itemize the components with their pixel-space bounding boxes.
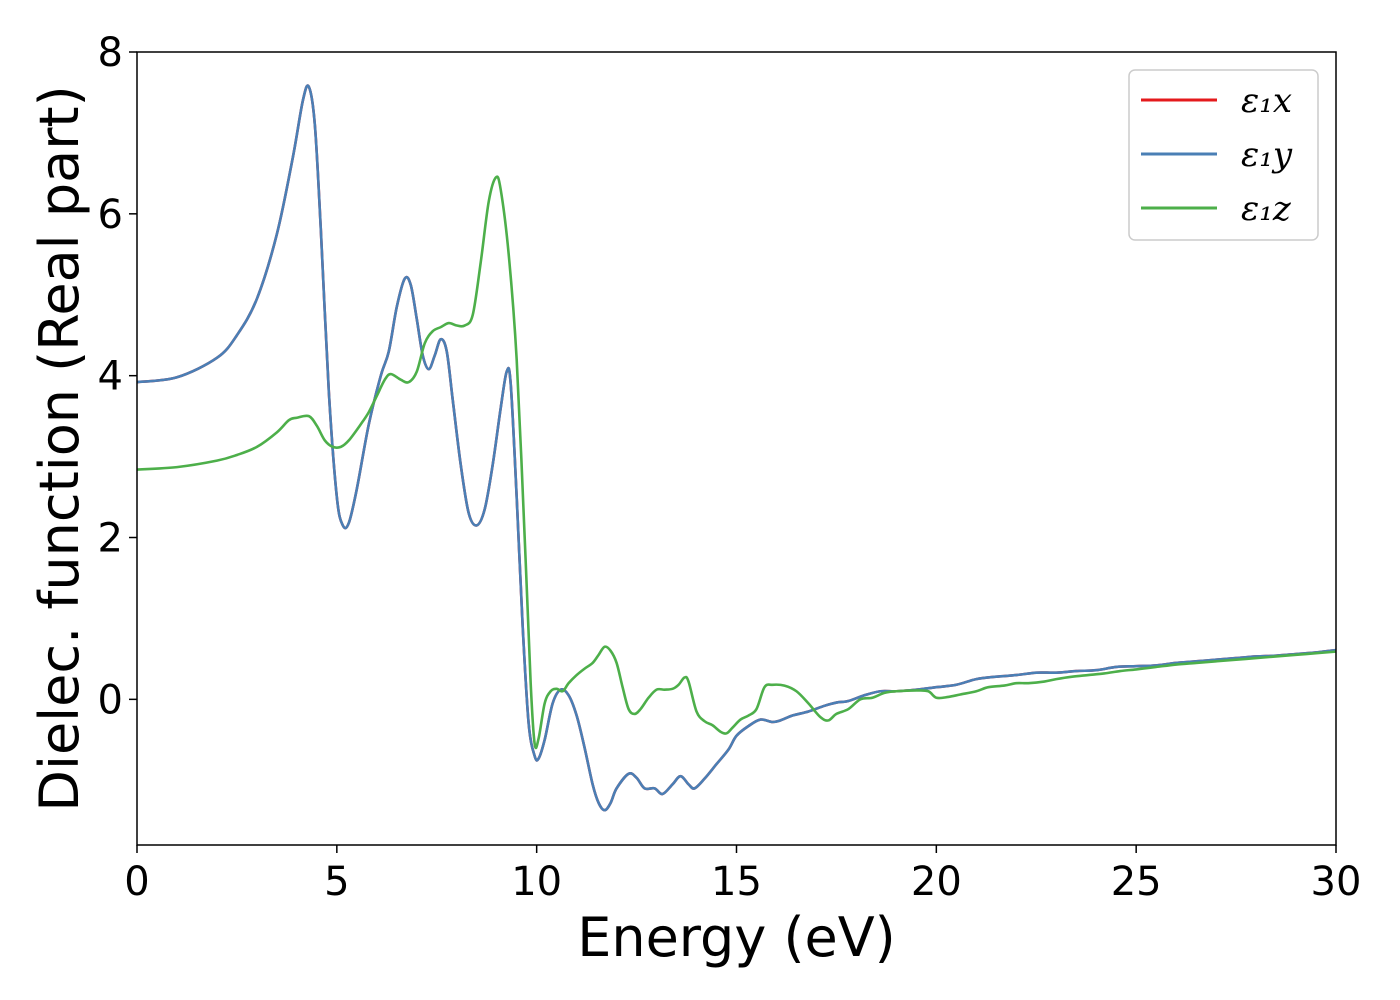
legend-label-1: ε₁x [1241,81,1292,121]
series-line-2 [137,84,1336,812]
x-tick-label: 20 [911,859,962,905]
y-tick-label: 8 [98,30,123,76]
series-line-3 [137,175,1336,750]
legend-box [1128,69,1319,241]
x-axis-ticks: 0 5 10 15 20 25 30 [124,845,1361,905]
legend-label-3: ε₁z [1241,189,1292,229]
x-tick-label: 10 [511,859,562,905]
x-tick-label: 5 [324,859,349,905]
y-tick-label: 6 [98,192,123,238]
x-tick-label: 0 [124,859,149,905]
y-tick-label: 0 [98,677,123,723]
x-tick-label: 25 [1111,859,1162,905]
legend: ε₁x ε₁y ε₁z [1128,69,1319,241]
y-axis-ticks: 0 2 4 6 8 [98,30,137,723]
x-axis-title: Energy (eV) [577,906,896,969]
x-tick-label: 30 [1311,859,1362,905]
series-layer [137,84,1336,812]
x-tick-label: 15 [711,859,762,905]
legend-label-2: ε₁y [1241,135,1293,175]
y-tick-label: 2 [98,516,123,562]
y-tick-label: 4 [98,354,123,400]
y-axis-title: Dielec. function (Real part) [28,85,91,811]
